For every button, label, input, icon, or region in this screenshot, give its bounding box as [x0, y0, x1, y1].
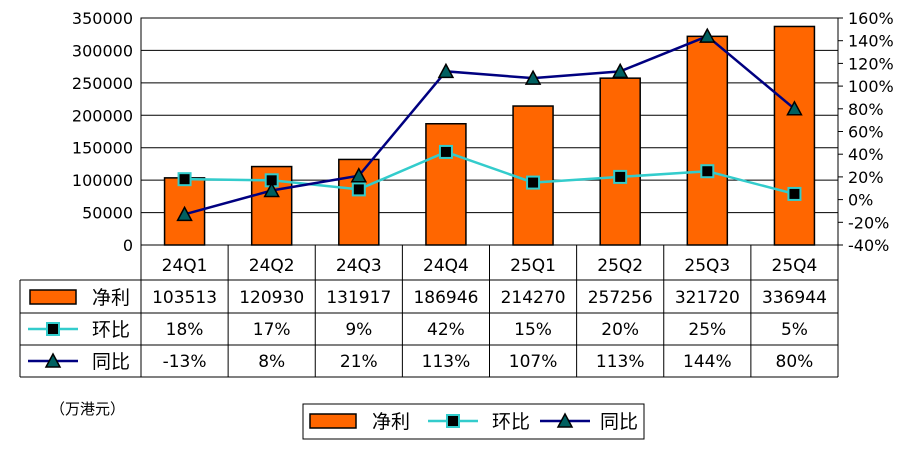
- category-label-24Q4: 24Q4: [423, 256, 469, 276]
- legend-label-净利: 净利: [372, 411, 410, 433]
- table-value-环比-25Q1: 15%: [514, 320, 552, 340]
- left-axis-tick-label: 100000: [72, 171, 133, 190]
- legend-key-marker-环比: [446, 414, 460, 428]
- table-value-同比-24Q2: 8%: [258, 352, 285, 372]
- left-axis-tick-label: 250000: [72, 74, 133, 93]
- category-label-24Q1: 24Q1: [162, 256, 208, 276]
- marker-同比-25Q2: [611, 62, 629, 79]
- table-value-环比-25Q3: 25%: [688, 320, 726, 340]
- gridlines: [141, 17, 838, 246]
- bar-25Q2: [599, 77, 641, 246]
- right-axis-tick-label: 60%: [848, 123, 884, 142]
- right-axis-tick-label: 0%: [848, 191, 873, 210]
- legend: 净利 环比 同比: [302, 403, 645, 440]
- table-value-净利-24Q4: 186946: [413, 288, 478, 308]
- right-axis-tick-label: -40%: [848, 236, 889, 255]
- left-axis-tick-label: 0: [123, 236, 133, 255]
- line-环比: [184, 150, 795, 196]
- legend-label-环比: 环比: [492, 411, 530, 433]
- table-series-name-净利: 净利: [92, 287, 130, 309]
- category-label-25Q2: 25Q2: [597, 256, 643, 276]
- category-label-24Q2: 24Q2: [249, 256, 295, 276]
- table-value-净利-25Q3: 321720: [675, 288, 740, 308]
- table-value-同比-24Q4: 113%: [422, 352, 471, 372]
- marker-同比-25Q4: [786, 100, 803, 116]
- unit-label: （万港元）: [50, 400, 125, 418]
- right-axis-tick-label: -20%: [848, 213, 889, 232]
- table-value-环比-24Q1: 18%: [166, 320, 204, 340]
- data-table: 24Q1 24Q2 24Q3 24Q4 25Q1 25Q2 25Q3 25Q4 净利 103513…: [19, 244, 839, 378]
- table-value-环比-24Q3: 9%: [345, 320, 372, 340]
- marker-同比-24Q3: [350, 167, 368, 183]
- table-series-name-环比: 环比: [92, 319, 130, 341]
- table-value-净利-24Q2: 120930: [239, 288, 304, 308]
- table-value-环比-25Q4: 5%: [781, 320, 808, 340]
- category-label-25Q1: 25Q1: [510, 256, 556, 276]
- marker-环比-25Q2: [613, 169, 628, 184]
- right-axis-tick-label: 140%: [848, 32, 894, 51]
- left-axis-tick-label: 300000: [72, 41, 133, 60]
- marker-环比-25Q1: [526, 175, 541, 190]
- table-value-同比-24Q3: 21%: [340, 352, 378, 372]
- table-value-同比-25Q3: 144%: [683, 352, 732, 372]
- left-axis-tick-label: 150000: [72, 139, 133, 158]
- table-key-marker-环比: [46, 322, 60, 336]
- legend-key-净利: [309, 413, 357, 429]
- legend-label-同比: 同比: [600, 411, 638, 433]
- table-value-同比-25Q4: 80%: [776, 352, 814, 372]
- table-series-name-同比: 同比: [92, 351, 130, 373]
- marker-同比-24Q4: [437, 62, 455, 79]
- bar-25Q3: [686, 35, 729, 246]
- marker-环比-24Q3: [351, 182, 366, 197]
- marker-环比-24Q1: [177, 172, 192, 187]
- table-value-同比-24Q1: -13%: [163, 352, 207, 372]
- right-axis-tick-label: 80%: [848, 100, 884, 119]
- bar-24Q4: [425, 123, 467, 246]
- table-value-环比-24Q4: 42%: [427, 320, 465, 340]
- marker-环比-24Q4: [438, 144, 453, 159]
- bar-25Q1: [512, 105, 554, 246]
- table-value-环比-25Q2: 20%: [601, 320, 639, 340]
- table-key-marker-同比: [44, 352, 62, 368]
- category-label-25Q4: 25Q4: [772, 256, 818, 276]
- marker-同比-24Q2: [263, 181, 280, 198]
- table-value-同比-25Q2: 113%: [596, 352, 645, 372]
- category-label-25Q3: 25Q3: [684, 256, 730, 276]
- table-value-同比-25Q1: 107%: [509, 352, 558, 372]
- axes: 0 50000 100000 150000 200000 250000 300000 3500…: [72, 9, 894, 255]
- marker-环比-25Q3: [700, 164, 715, 179]
- legend-key-marker-同比: [556, 412, 574, 428]
- right-axis-tick-label: 100%: [848, 77, 894, 96]
- right-axis-tick-label: 20%: [848, 168, 884, 187]
- left-axis-tick-label: 350000: [72, 9, 133, 28]
- marker-同比-25Q3: [699, 27, 716, 43]
- table-key-净利: [29, 289, 77, 305]
- right-axis-tick-label: 120%: [848, 54, 894, 73]
- marker-环比-25Q4: [787, 186, 802, 201]
- line-同比: [184, 34, 796, 216]
- marker-同比-25Q1: [524, 69, 542, 85]
- bar-25Q4: [773, 25, 816, 246]
- right-axis-tick-label: 40%: [848, 145, 884, 164]
- right-axis-tick-label: 160%: [848, 9, 894, 28]
- table-value-环比-24Q2: 17%: [253, 320, 291, 340]
- table-value-净利-24Q3: 131917: [326, 288, 391, 308]
- left-axis-tick-label: 200000: [72, 106, 133, 125]
- table-value-净利-25Q1: 214270: [501, 288, 566, 308]
- line-series: [176, 27, 803, 222]
- table-value-净利-25Q2: 257256: [588, 288, 653, 308]
- table-value-净利-25Q4: 336944: [762, 288, 827, 308]
- table-value-净利-24Q1: 103513: [152, 288, 217, 308]
- marker-同比-24Q1: [176, 205, 193, 222]
- plot-frame: [140, 17, 839, 246]
- left-axis-tick-label: 50000: [82, 204, 133, 223]
- category-label-24Q3: 24Q3: [336, 256, 382, 276]
